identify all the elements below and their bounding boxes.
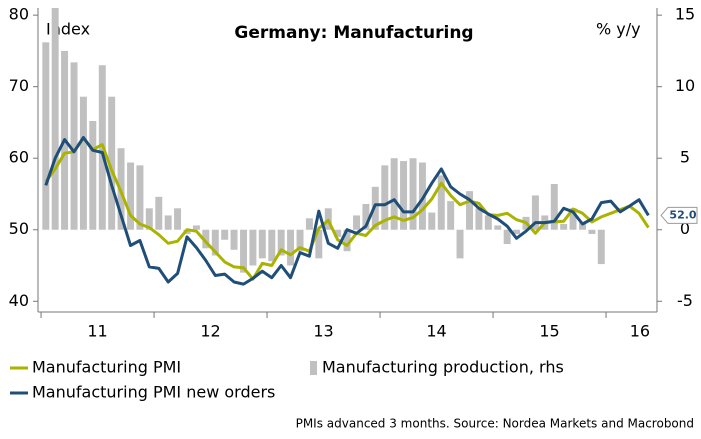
bar — [531, 195, 539, 230]
bar — [249, 229, 257, 266]
bar — [89, 121, 97, 230]
x-tick-label: 15 — [539, 322, 559, 341]
bar — [494, 225, 502, 230]
bar — [174, 208, 182, 230]
bar — [550, 183, 558, 230]
bar — [569, 208, 577, 230]
bar — [70, 62, 78, 230]
bar — [211, 229, 219, 256]
bar — [597, 229, 605, 265]
bar — [268, 229, 276, 262]
bar — [390, 158, 398, 230]
y2-tick-label: 15 — [675, 5, 695, 24]
bar — [230, 229, 238, 250]
bar — [466, 191, 474, 230]
bar — [277, 229, 285, 256]
bar — [400, 161, 408, 230]
bar — [588, 229, 596, 235]
bar — [513, 229, 521, 235]
bar — [192, 225, 200, 230]
y-tick-label: 60 — [9, 148, 29, 167]
bar — [579, 222, 587, 230]
bar — [287, 229, 295, 266]
bar — [343, 229, 351, 252]
line — [44, 136, 650, 286]
y2-tick-label: 5 — [680, 148, 690, 167]
y2-tick-label: 10 — [675, 76, 695, 95]
bar — [296, 229, 304, 252]
bar — [155, 196, 163, 230]
bar — [305, 218, 313, 230]
x-tick-label: 16 — [630, 322, 650, 341]
bar — [258, 229, 266, 259]
bar — [202, 229, 210, 249]
bar — [475, 208, 483, 230]
callout-label: 52.0 — [669, 208, 696, 221]
y2-tick-label: -5 — [677, 291, 693, 310]
bar — [42, 42, 50, 230]
bar — [381, 165, 389, 230]
x-tick-label: 12 — [200, 322, 220, 341]
chart-title: Germany: Manufacturing — [234, 23, 473, 43]
y-tick-label: 80 — [9, 5, 29, 24]
bar — [428, 212, 436, 230]
bar — [164, 215, 172, 230]
bar — [127, 162, 135, 230]
bar — [221, 229, 229, 240]
bar — [136, 165, 144, 230]
x-tick-label: 14 — [426, 322, 446, 341]
y-tick-label: 70 — [9, 76, 29, 95]
y2-axis-label: % y/y — [596, 20, 641, 39]
bar — [503, 229, 511, 245]
footnote: PMIs advanced 3 months. Source: Nordea M… — [296, 417, 694, 431]
bar — [409, 158, 417, 230]
bar — [51, 8, 59, 230]
legend-swatch — [310, 361, 317, 375]
bar — [108, 96, 116, 230]
y-tick-label: 50 — [9, 219, 29, 238]
x-tick-label: 11 — [87, 322, 107, 341]
bar — [362, 203, 370, 230]
bar — [240, 229, 248, 273]
legend-label: Manufacturing production, rhs — [322, 358, 564, 377]
y-tick-label: 40 — [9, 291, 29, 310]
y2-tick-label: 0 — [680, 219, 690, 238]
bar — [437, 175, 445, 230]
bar — [447, 201, 455, 230]
bar — [315, 229, 323, 259]
x-tick-label: 13 — [313, 322, 333, 341]
legend-label: Manufacturing PMI new orders — [32, 383, 275, 402]
callout-box — [660, 206, 698, 224]
bar — [560, 224, 568, 230]
bar — [145, 208, 153, 230]
line — [44, 136, 650, 281]
bar — [353, 215, 361, 230]
bar — [484, 215, 492, 230]
legend-label: Manufacturing PMI — [32, 358, 181, 377]
bar — [79, 96, 87, 230]
bar — [334, 229, 342, 237]
bar — [456, 229, 464, 259]
